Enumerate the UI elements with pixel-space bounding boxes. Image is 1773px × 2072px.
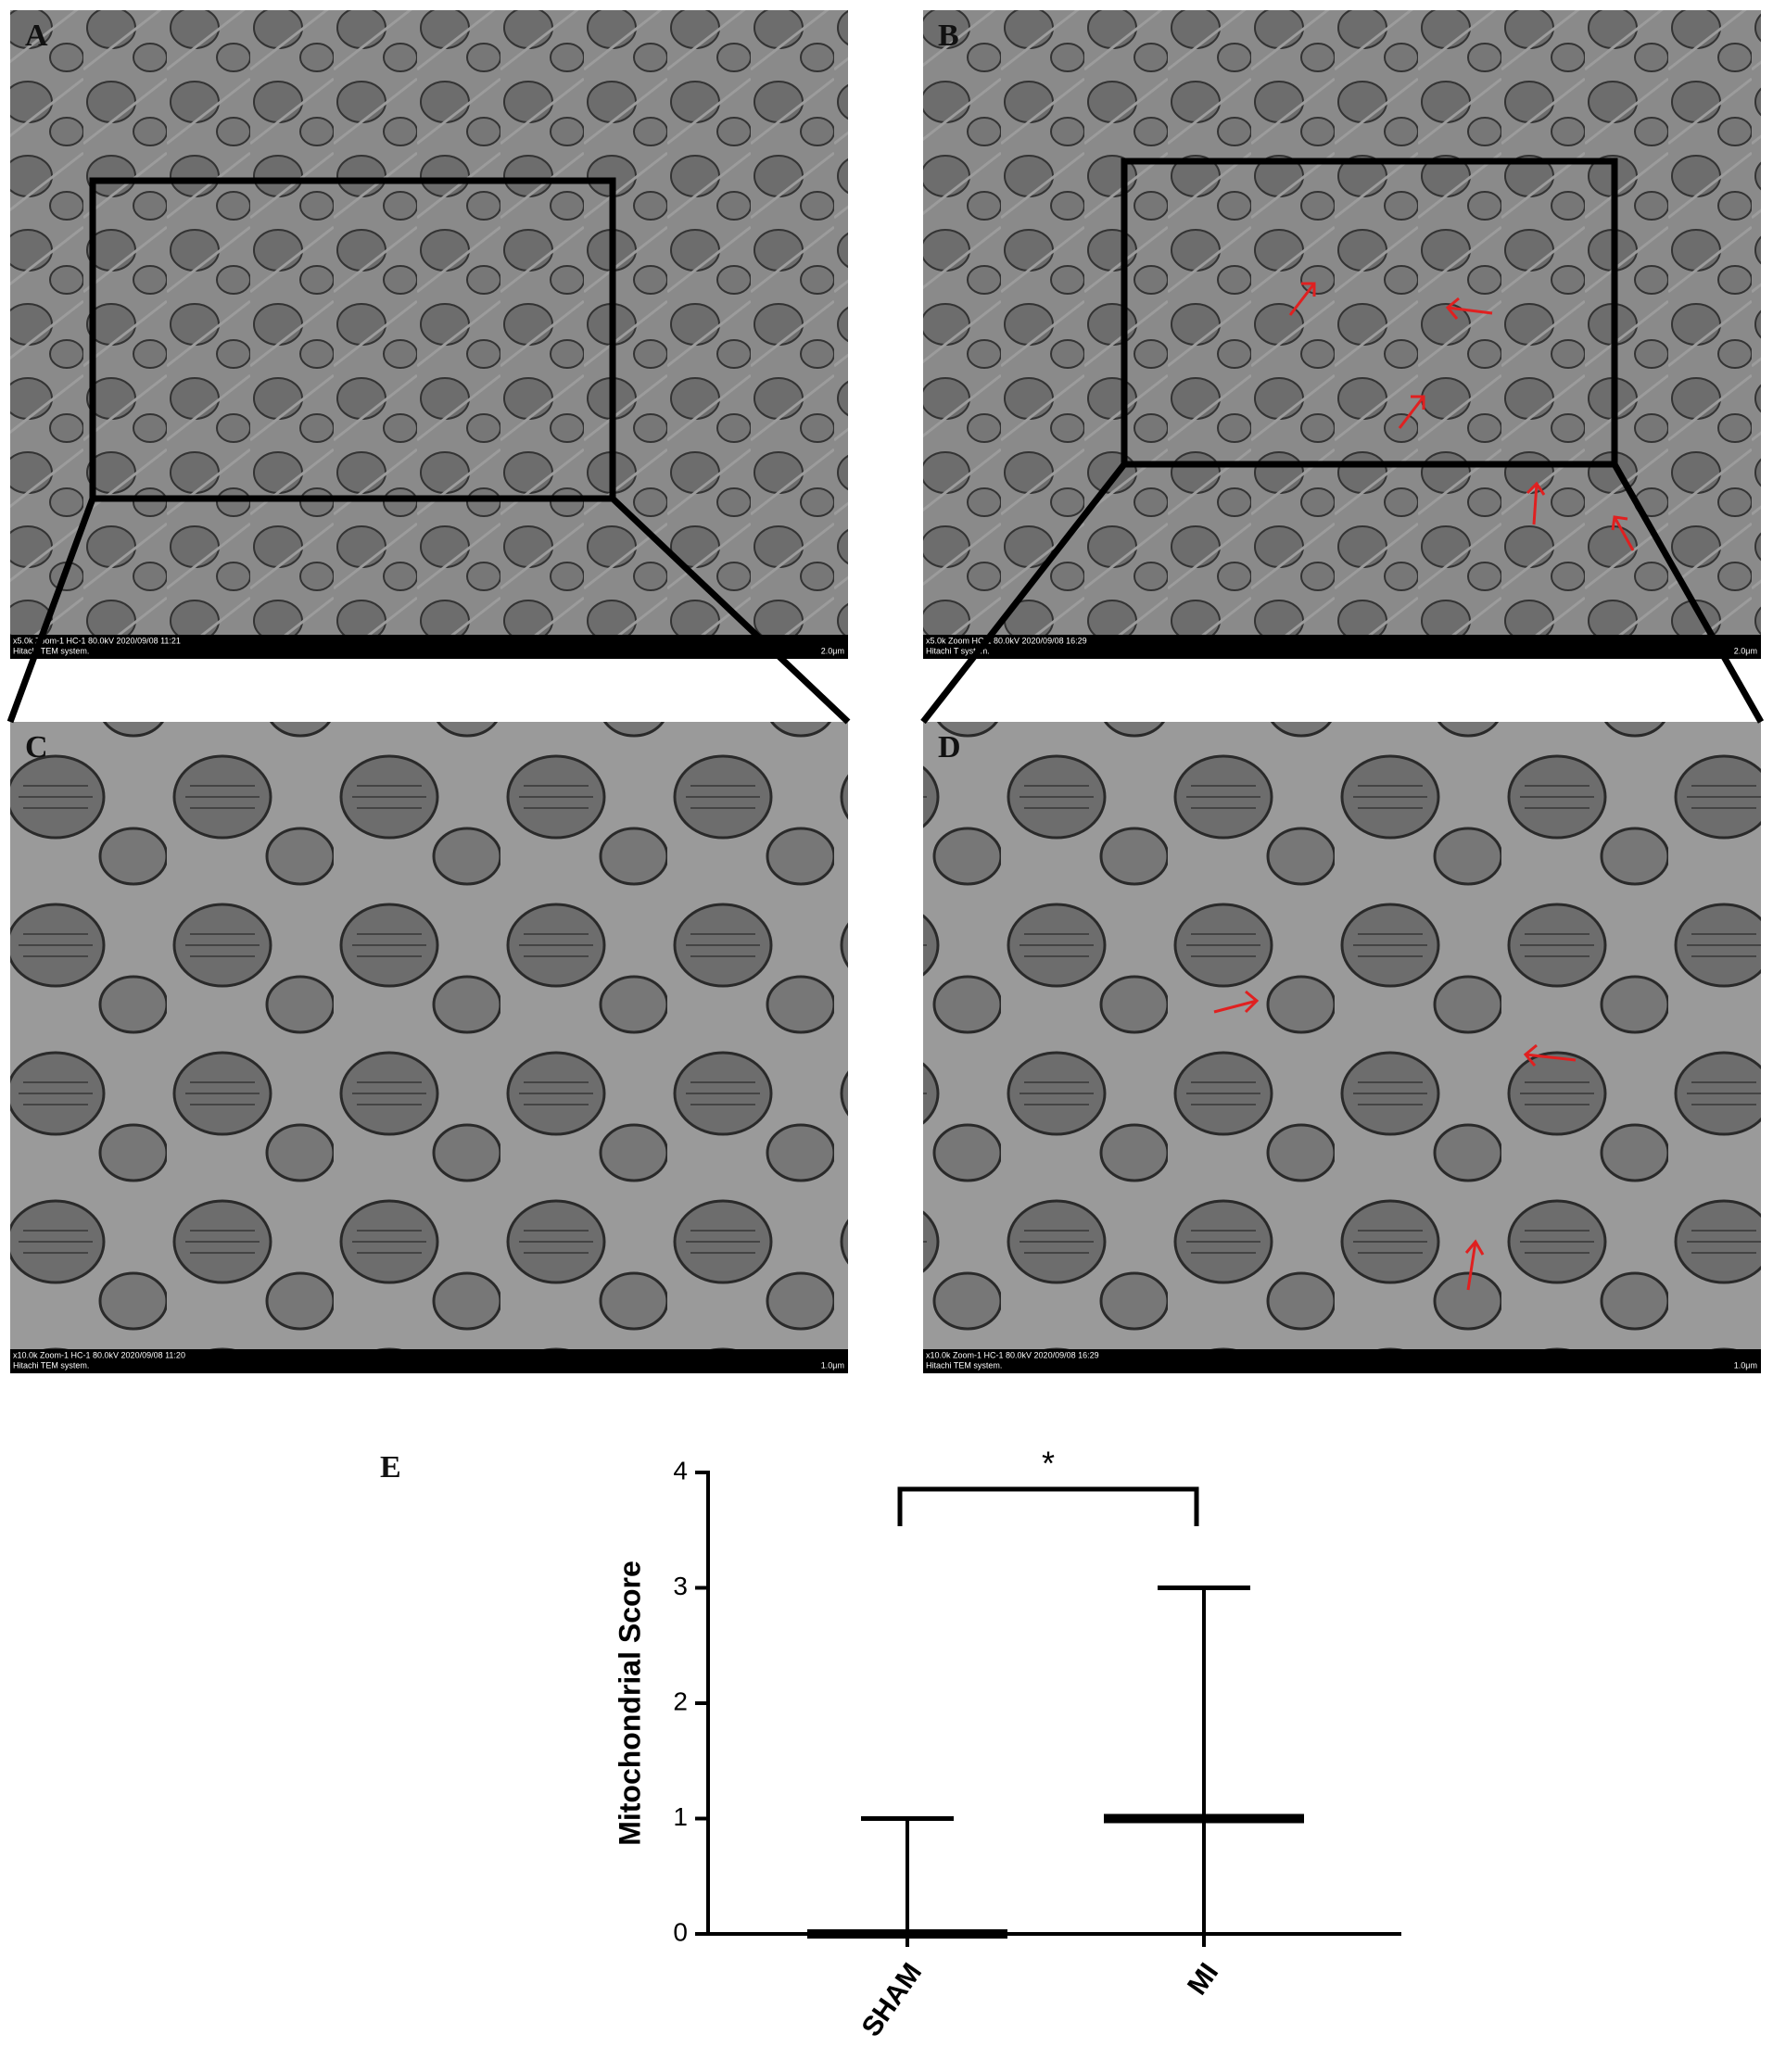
arrow (1464, 1239, 1485, 1291)
panel-label: A (25, 19, 48, 53)
zoom-line (6, 497, 96, 724)
arrow (1213, 990, 1260, 1014)
arrow (1398, 395, 1425, 429)
x-tick-label: MI (1182, 1958, 1224, 2001)
info-text: x10.0k Zoom-1 HC-1 80.0kV 2020/09/08 16:… (926, 1350, 1099, 1359)
info-bar (923, 635, 1761, 659)
info-system: Hitachi TEM system. (926, 1360, 1002, 1370)
info-bar (923, 1349, 1761, 1373)
info-system: Hitachi TEM system. (13, 646, 89, 655)
panel-label: E (380, 1450, 401, 1485)
x-tick-label: SHAM (856, 1958, 929, 2042)
y-tick-label: 0 (673, 1917, 688, 1946)
significance-label: * (1042, 1445, 1055, 1483)
info-text: x5.0k Zoom HC-1 80.0kV 2020/09/08 16:29 (926, 636, 1087, 645)
chart: E 0 1 2 3 4 Mitochondrial Score SHAM MI * (380, 1445, 1401, 2042)
arrow (1611, 515, 1635, 551)
y-axis-label: Mitochondrial Score (613, 1560, 646, 1846)
zoom-line (1611, 462, 1765, 724)
arrow (1445, 297, 1493, 320)
arrow (1288, 282, 1316, 316)
micrograph (923, 722, 1761, 1373)
significance-bracket (897, 1486, 1199, 1526)
y-tick-label: 1 (673, 1802, 688, 1831)
panel-label: B (938, 19, 959, 53)
arrows (1213, 282, 1635, 1291)
y-tick-label: 4 (673, 1456, 688, 1485)
info-text: x10.0k Zoom-1 HC-1 80.0kV 2020/09/08 11:… (13, 1350, 185, 1359)
micrograph (10, 722, 848, 1373)
micrograph (10, 10, 848, 659)
arrow (1523, 1043, 1577, 1067)
scale-text: 2.0μm (821, 646, 844, 655)
info-system: Hitachi TEM system. (13, 1360, 89, 1370)
micrograph (923, 10, 1761, 659)
micrographs: x5.0k Zoom-1 HC-1 80.0kV 2020/09/08 11:2… (10, 10, 1761, 1373)
scale-text: 1.0μm (1734, 1360, 1757, 1370)
zoom-line (610, 496, 851, 725)
info-text: x5.0k Zoom-1 HC-1 80.0kV 2020/09/08 11:2… (13, 636, 181, 645)
zoom-box (89, 177, 616, 502)
y-tick-label: 3 (673, 1572, 688, 1600)
y-tick-label: 2 (673, 1687, 688, 1715)
zoom-lines (6, 158, 1765, 725)
info-system: Hitachi T system. (926, 646, 990, 655)
zoom-line (920, 461, 1127, 725)
scale-text: 1.0μm (821, 1360, 844, 1370)
panel-label: D (938, 730, 961, 764)
zoom-box (1121, 158, 1618, 468)
info-bar (10, 635, 848, 659)
scale-text: 2.0μm (1734, 646, 1757, 655)
arrow (1526, 481, 1546, 525)
info-bar (10, 1349, 848, 1373)
panel-label: C (25, 730, 48, 764)
